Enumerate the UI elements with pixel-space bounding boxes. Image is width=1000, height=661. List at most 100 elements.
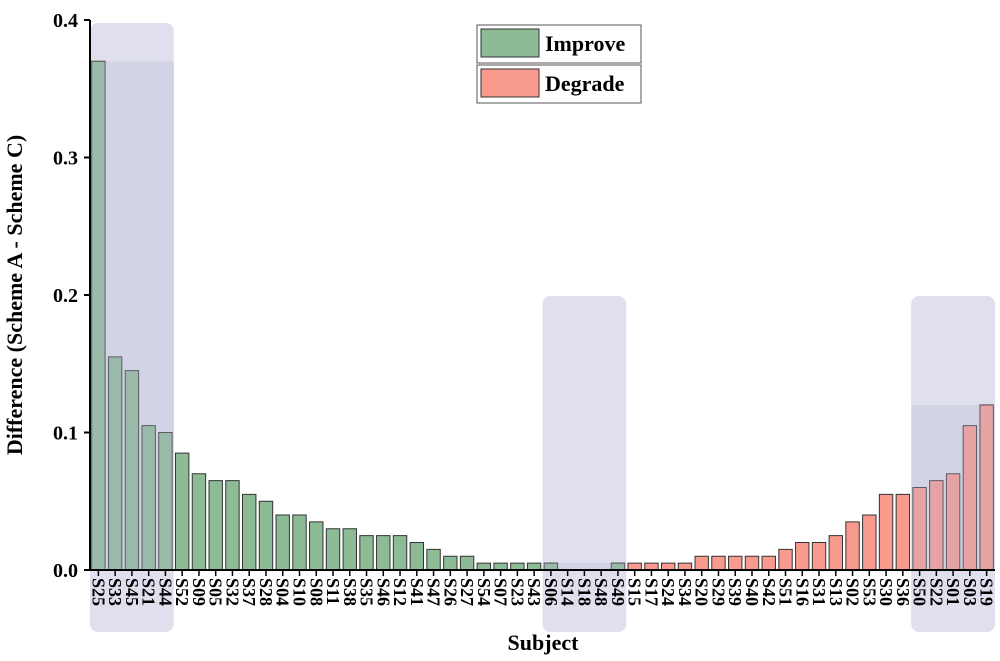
- x-tick-label: S14: [558, 578, 578, 606]
- bar: [828, 535, 843, 571]
- bar: [778, 548, 793, 571]
- x-tick-label: S06: [541, 578, 561, 606]
- bar: [325, 528, 341, 571]
- x-tick-label: S49: [608, 578, 628, 606]
- x-tick-label: S21: [139, 578, 159, 606]
- x-tick-label: S11: [323, 578, 343, 605]
- x-tick-label: S09: [189, 578, 209, 606]
- x-tick-label: S08: [306, 578, 326, 606]
- bar: [242, 493, 257, 571]
- x-tick-label: S53: [859, 578, 879, 606]
- x-tick-label: S50: [910, 578, 930, 606]
- x-tick-label: S02: [843, 578, 863, 606]
- x-tick-label: S35: [357, 578, 377, 606]
- x-tick-label: S30: [876, 578, 896, 606]
- x-tick-label: S22: [926, 578, 946, 606]
- highlight-overlay: [542, 563, 627, 570]
- bar: [711, 555, 726, 571]
- x-tick-label: S47: [424, 578, 444, 606]
- y-tick-label: 0.4: [53, 10, 78, 32]
- x-tick-label: S54: [474, 578, 494, 606]
- y-axis-label: Difference (Scheme A - Scheme C): [2, 135, 27, 455]
- x-tick-label: S43: [524, 578, 544, 606]
- x-axis-label: Subject: [508, 630, 580, 655]
- highlight-overlay: [911, 405, 995, 570]
- bar: [862, 514, 877, 571]
- x-tick-label: S12: [390, 578, 410, 606]
- x-tick-label: S13: [826, 578, 846, 606]
- bar: [208, 480, 223, 571]
- bar: [677, 562, 693, 571]
- x-tick-label: S16: [792, 578, 812, 606]
- x-tick-label: S07: [491, 578, 511, 606]
- x-tick-label: S39: [725, 578, 745, 606]
- x-tick-label: S25: [88, 578, 108, 606]
- bar: [510, 562, 525, 571]
- x-tick-label: S40: [742, 578, 762, 606]
- bar: [878, 493, 894, 571]
- x-tick-label: S42: [759, 578, 779, 606]
- bar: [359, 535, 374, 571]
- bar: [376, 535, 391, 571]
- x-tick-label: S23: [507, 578, 527, 606]
- bar: [392, 535, 408, 571]
- x-tick-label: S05: [206, 578, 226, 606]
- x-tick-label: S31: [809, 578, 829, 606]
- bar: [895, 493, 911, 571]
- x-tick-label: S17: [641, 578, 661, 606]
- bar: [795, 542, 810, 571]
- x-tick-label: S32: [222, 578, 242, 606]
- highlight-band: [542, 296, 627, 632]
- bar: [409, 542, 425, 571]
- bar: [292, 514, 307, 571]
- bar: [694, 555, 709, 571]
- legend-label: Improve: [545, 31, 625, 56]
- bar: [493, 562, 508, 571]
- x-tick-label: S45: [122, 578, 142, 606]
- x-tick-label: S51: [776, 578, 796, 606]
- bar: [627, 562, 642, 571]
- x-tick-label: S33: [105, 578, 125, 606]
- x-tick-label: S48: [591, 578, 611, 606]
- x-tick-label: S41: [407, 578, 427, 606]
- legend-swatch: [480, 68, 540, 98]
- legend-swatch: [480, 28, 540, 58]
- x-tick-label: S29: [708, 578, 728, 606]
- x-tick-label: S28: [256, 578, 276, 606]
- x-tick-label: S26: [440, 578, 460, 606]
- legend-label: Degrade: [545, 71, 625, 96]
- x-tick-label: S04: [273, 578, 293, 606]
- bar: [426, 548, 441, 571]
- bar: [728, 555, 743, 571]
- x-tick-label: S18: [574, 578, 594, 606]
- bar: [761, 555, 776, 571]
- bar: [191, 473, 207, 571]
- bar: [660, 562, 676, 571]
- bar: [644, 562, 659, 571]
- x-tick-label: S15: [625, 578, 645, 606]
- x-tick-label: S24: [658, 578, 678, 606]
- x-tick-label: S27: [457, 578, 477, 606]
- bar: [811, 542, 827, 571]
- x-tick-label: S46: [373, 578, 393, 606]
- y-tick-label: 0.2: [53, 285, 78, 307]
- bar: [258, 500, 274, 571]
- bar: [342, 528, 357, 571]
- x-tick-label: S01: [943, 578, 963, 606]
- bar: [744, 555, 760, 571]
- bar: [459, 555, 475, 571]
- y-tick-label: 0.3: [53, 148, 78, 170]
- x-tick-label: S36: [893, 578, 913, 606]
- bar: [526, 562, 542, 571]
- x-tick-label: S34: [675, 578, 695, 606]
- bar: [275, 514, 290, 571]
- bar: [845, 521, 860, 571]
- x-tick-label: S20: [692, 578, 712, 606]
- x-tick-label: S19: [977, 578, 997, 606]
- bar: [476, 562, 492, 571]
- x-tick-label: S52: [172, 578, 192, 606]
- bar: [443, 555, 458, 571]
- bar: [225, 480, 240, 571]
- x-tick-label: S03: [960, 578, 980, 606]
